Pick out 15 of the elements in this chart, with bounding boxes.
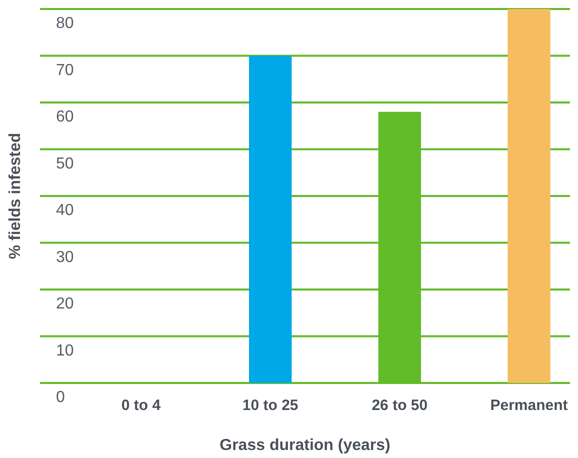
y-tick-label: 20	[56, 296, 74, 312]
y-tick-label: 70	[56, 62, 74, 79]
y-tick-label: 60	[56, 108, 74, 126]
y-tick-label: 30	[56, 248, 74, 266]
x-axis-title: Grass duration (years)	[220, 437, 390, 454]
x-tick-label: 0 to 4	[121, 397, 162, 414]
y-tick-label: 50	[56, 155, 74, 172]
x-tick-label: 26 to 50	[372, 397, 428, 414]
x-tick-label: 10 to 25	[242, 397, 298, 414]
y-tick-label: 80	[56, 15, 74, 32]
y-tick-label: 10	[56, 342, 74, 360]
y-tick-label: 0	[56, 389, 65, 406]
y-tick-label: 40	[56, 202, 74, 219]
y-axis-title: % fields infested	[7, 132, 24, 260]
x-tick-label: Permanent	[490, 397, 568, 414]
